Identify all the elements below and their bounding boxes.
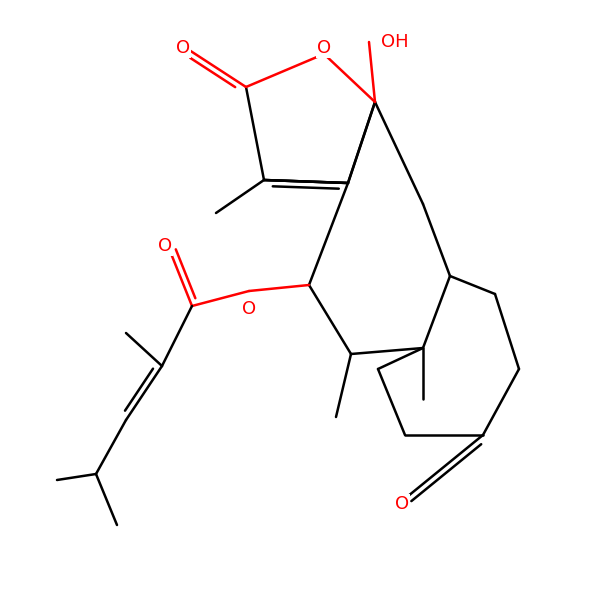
Text: O: O bbox=[176, 39, 190, 57]
Text: O: O bbox=[158, 237, 172, 255]
Text: O: O bbox=[317, 39, 331, 57]
Text: O: O bbox=[242, 300, 256, 318]
Text: O: O bbox=[395, 495, 409, 513]
Text: OH: OH bbox=[381, 33, 409, 51]
